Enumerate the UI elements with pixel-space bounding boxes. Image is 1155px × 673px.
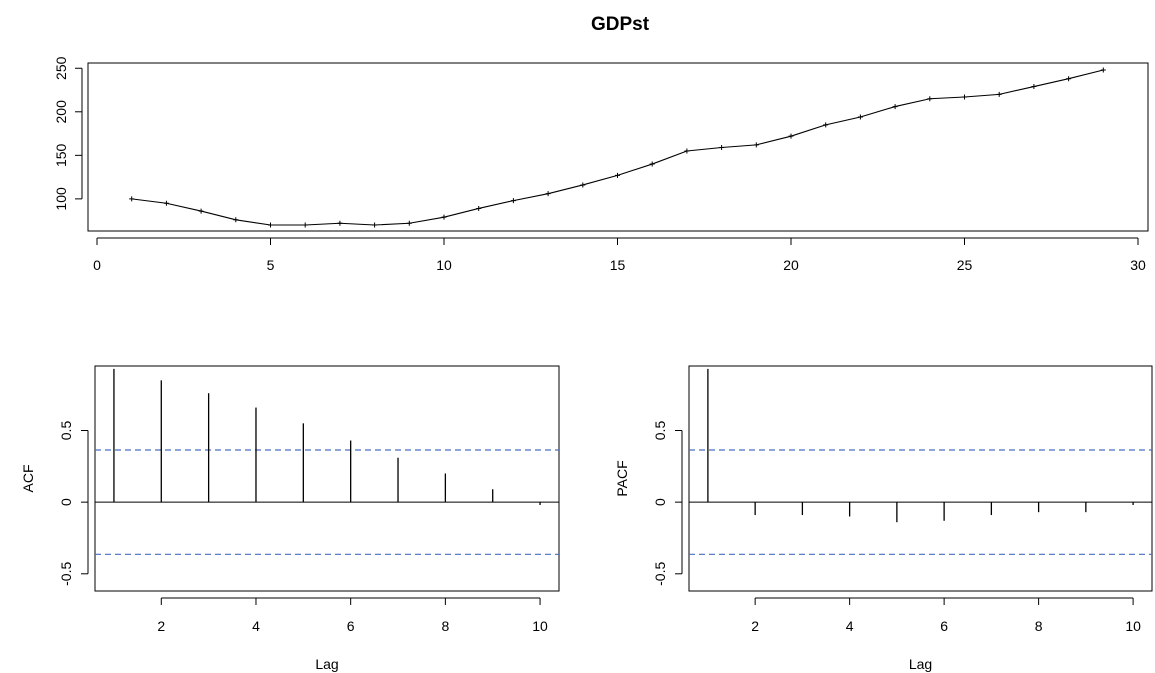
data-point — [753, 142, 759, 148]
data-point — [476, 205, 482, 211]
y-axis-title: PACF — [614, 460, 630, 496]
x-tick-label: 10 — [436, 257, 452, 273]
data-point — [302, 222, 308, 228]
data-point — [684, 148, 690, 154]
series-line — [131, 69, 1104, 226]
x-tick-label: 10 — [532, 618, 548, 634]
x-tick-label: 6 — [347, 618, 355, 634]
x-tick-label: 10 — [1125, 618, 1141, 634]
data-point — [441, 214, 447, 220]
x-tick-label: 2 — [157, 618, 165, 634]
data-point — [233, 217, 239, 223]
data-point — [823, 122, 829, 128]
y-tick-label: 150 — [53, 143, 69, 167]
data-point — [615, 172, 620, 178]
data-point — [580, 182, 586, 188]
data-point — [857, 114, 863, 120]
acf-plot: 2 4 6 8 10 Lag -0.5 0 0.5 ACF — [20, 365, 560, 672]
x-tick-label: 0 — [93, 257, 101, 273]
y-tick-label: 250 — [53, 56, 69, 80]
x-axis-title: Lag — [909, 656, 932, 672]
x-tick-label: 8 — [441, 618, 449, 634]
x-tick-label: 5 — [267, 257, 275, 273]
x-tick-label: 6 — [940, 618, 948, 634]
data-point — [1066, 76, 1072, 82]
gdp-line-plot: 0 5 10 15 20 25 30 100 150 200 250 — [53, 56, 1149, 273]
data-point — [163, 200, 169, 206]
y-tick-label: 200 — [53, 100, 69, 124]
data-point — [1100, 67, 1106, 73]
data-point — [406, 220, 412, 226]
data-point — [996, 91, 1002, 97]
x-tick-label: 8 — [1035, 618, 1043, 634]
x-tick-label: 20 — [783, 257, 799, 273]
y-tick-label: 0 — [58, 498, 74, 506]
data-point — [1031, 84, 1037, 90]
x-tick-label: 15 — [610, 257, 626, 273]
x-tick-label: 4 — [846, 618, 854, 634]
x-tick-label: 4 — [252, 618, 260, 634]
plot-frame — [688, 365, 1153, 592]
data-point — [372, 222, 378, 228]
y-tick-label: -0.5 — [58, 562, 74, 586]
x-tick-label: 2 — [751, 618, 759, 634]
data-point — [129, 196, 135, 202]
data-point — [719, 145, 725, 150]
y-tick-label: 0.5 — [58, 421, 74, 441]
data-point — [198, 208, 204, 214]
plot-frame — [94, 365, 560, 592]
plot-frame — [87, 62, 1149, 232]
data-point — [649, 161, 655, 167]
data-point — [962, 94, 967, 100]
data-point — [510, 198, 516, 204]
y-tick-label: 0.5 — [652, 421, 668, 441]
y-tick-label: 0 — [652, 498, 668, 506]
data-point — [788, 133, 794, 139]
data-point — [545, 191, 551, 197]
data-point — [927, 96, 933, 102]
y-axis-title: ACF — [20, 465, 36, 493]
main-title: GDPst — [591, 14, 650, 35]
y-tick-label: -0.5 — [652, 562, 668, 586]
data-point — [268, 222, 273, 228]
data-point — [892, 104, 898, 110]
x-axis-title: Lag — [315, 656, 338, 672]
data-point — [337, 220, 343, 226]
pacf-plot: 2 4 6 8 10 Lag -0.5 0 0.5 PACF — [614, 365, 1153, 672]
x-tick-label: 25 — [957, 257, 973, 273]
y-tick-label: 100 — [53, 187, 69, 211]
x-tick-label: 30 — [1130, 257, 1146, 273]
